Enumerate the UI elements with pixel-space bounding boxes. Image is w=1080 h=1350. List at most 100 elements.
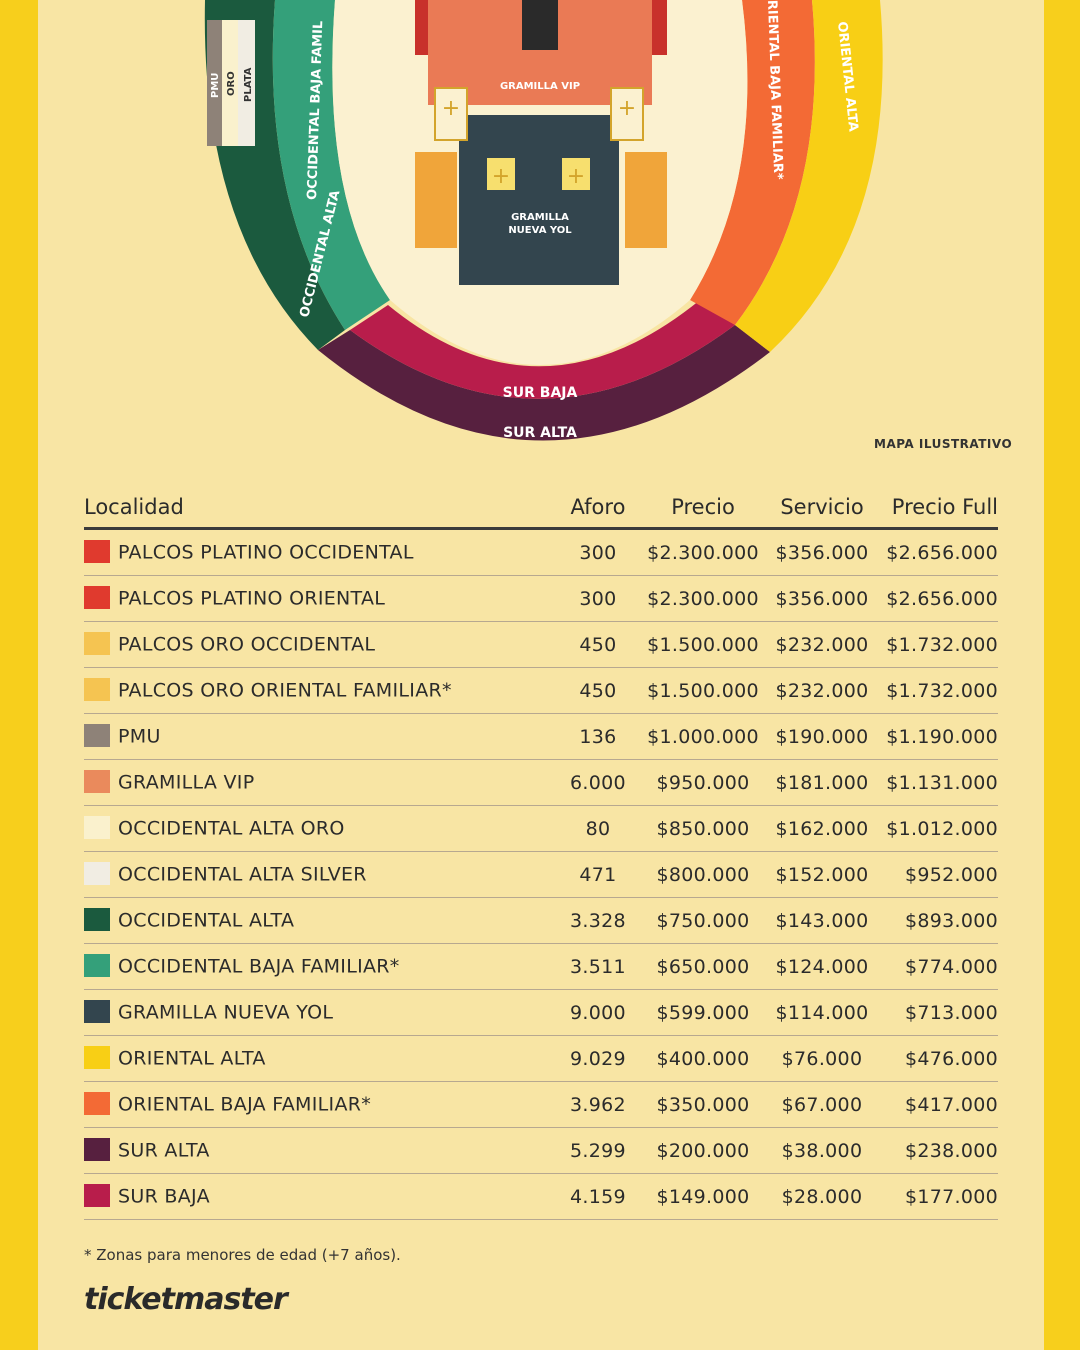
localidad-name: GRAMILLA NUEVA YOL	[118, 1001, 334, 1024]
cell-localidad: GRAMILLA VIP	[84, 759, 564, 806]
localidad-name: OCCIDENTAL ALTA	[118, 909, 295, 932]
table-row: OCCIDENTAL ALTA ORO 80 $850.000 $162.000 $1.…	[84, 805, 998, 852]
cell-precio-full: $1.012.000	[870, 805, 998, 852]
price-table: Localidad Aforo Precio Servicio Precio F…	[84, 487, 998, 1220]
map-label-sur-baja: SUR BAJA	[503, 385, 578, 401]
color-swatch	[84, 586, 110, 609]
cell-precio-full: $1.732.000	[870, 667, 998, 714]
table-row: PALCOS ORO ORIENTAL FAMILIAR* 450 $1.500.0…	[84, 667, 998, 714]
cell-precio: $400.000	[632, 1035, 774, 1082]
cell-servicio: $38.000	[774, 1127, 870, 1174]
map-label-oro: ORO	[226, 71, 237, 96]
color-swatch	[84, 862, 110, 885]
cell-aforo: 300	[564, 575, 632, 622]
cell-precio: $200.000	[632, 1127, 774, 1174]
cell-aforo: 136	[564, 713, 632, 760]
table-header-row: Localidad Aforo Precio Servicio Precio F…	[84, 487, 998, 530]
cell-aforo: 5.299	[564, 1127, 632, 1174]
localidad-name: PMU	[118, 725, 161, 748]
table-row: GRAMILLA VIP 6.000 $950.000 $181.000 $1.131.…	[84, 759, 998, 806]
map-label-gramilla-line1: GRAMILLA	[511, 212, 569, 223]
map-section-gramilla-nueva-yol[interactable]	[459, 115, 619, 285]
cell-aforo: 80	[564, 805, 632, 852]
cell-localidad: OCCIDENTAL ALTA	[84, 897, 564, 944]
cell-precio-full: $2.656.000	[870, 528, 998, 576]
color-swatch	[84, 632, 110, 655]
cell-localidad: SUR ALTA	[84, 1127, 564, 1174]
color-swatch	[84, 1046, 110, 1069]
localidad-name: OCCIDENTAL ALTA SILVER	[118, 863, 367, 886]
cell-localidad: PALCOS PLATINO OCCIDENTAL	[84, 528, 564, 576]
cell-precio-full: $476.000	[870, 1035, 998, 1082]
cell-servicio: $67.000	[774, 1081, 870, 1128]
stadium-map: PMU ORO PLATA GRAMILLA VIP GRAMILLA NUEV…	[204, 0, 883, 441]
cell-servicio: $232.000	[774, 621, 870, 668]
cell-precio: $1.500.000	[632, 667, 774, 714]
localidad-name: OCCIDENTAL BAJA FAMILIAR*	[118, 955, 400, 978]
map-section-oriental-alta[interactable]	[735, 0, 883, 352]
cell-precio: $650.000	[632, 943, 774, 990]
cell-localidad: PALCOS PLATINO ORIENTAL	[84, 575, 564, 622]
cell-localidad: OCCIDENTAL BAJA FAMILIAR*	[84, 943, 564, 990]
map-illustrative-label: MAPA ILUSTRATIVO	[874, 437, 1013, 451]
map-plus-icons: + + + +	[434, 87, 644, 190]
ticketmaster-logo: ticketmaster	[84, 1282, 288, 1317]
cell-aforo: 4.159	[564, 1173, 632, 1220]
color-swatch	[84, 770, 110, 793]
cell-precio-full: $774.000	[870, 943, 998, 990]
cell-aforo: 3.328	[564, 897, 632, 944]
header-localidad: Localidad	[84, 487, 564, 530]
cell-precio: $149.000	[632, 1173, 774, 1220]
color-swatch	[84, 954, 110, 977]
map-section-plata[interactable]	[238, 20, 255, 146]
map-section-occidental-baja[interactable]	[272, 0, 390, 330]
svg-text:+: +	[567, 164, 585, 189]
cell-precio-full: $1.131.000	[870, 759, 998, 806]
map-label-gramilla-vip: GRAMILLA VIP	[500, 81, 580, 92]
cell-aforo: 9.000	[564, 989, 632, 1036]
cell-aforo: 3.511	[564, 943, 632, 990]
map-section-oro[interactable]	[222, 20, 238, 146]
cell-aforo: 9.029	[564, 1035, 632, 1082]
localidad-name: PALCOS PLATINO ORIENTAL	[118, 587, 386, 610]
map-label-oriental-baja: RIENTAL BAJA FAMILIAR*	[764, 0, 785, 180]
cell-servicio: $356.000	[774, 575, 870, 622]
localidad-name: GRAMILLA VIP	[118, 771, 255, 794]
svg-text:+: +	[492, 164, 510, 189]
map-section-pmu[interactable]	[207, 20, 222, 146]
color-swatch	[84, 540, 110, 563]
localidad-name: PALCOS ORO ORIENTAL FAMILIAR*	[118, 679, 452, 702]
svg-text:+: +	[442, 96, 460, 121]
color-swatch	[84, 1184, 110, 1207]
map-section-oriental-baja[interactable]	[690, 0, 815, 325]
cell-localidad: PALCOS ORO ORIENTAL FAMILIAR*	[84, 667, 564, 714]
table-row: OCCIDENTAL ALTA SILVER 471 $800.000 $152.00…	[84, 851, 998, 898]
table-row: OCCIDENTAL BAJA FAMILIAR* 3.511 $650.000 $1…	[84, 943, 998, 990]
color-swatch	[84, 1138, 110, 1161]
map-section-sur-baja[interactable]	[350, 300, 735, 399]
cell-precio: $750.000	[632, 897, 774, 944]
table-row: PALCOS PLATINO ORIENTAL 300 $2.300.000 $356…	[84, 575, 998, 622]
header-precio: Precio	[632, 487, 774, 530]
table-row: OCCIDENTAL ALTA 3.328 $750.000 $143.000 $893…	[84, 897, 998, 944]
cell-aforo: 6.000	[564, 759, 632, 806]
cell-precio: $850.000	[632, 805, 774, 852]
cell-aforo: 450	[564, 621, 632, 668]
cell-servicio: $190.000	[774, 713, 870, 760]
header-precio-full: Precio Full	[870, 487, 998, 530]
table-row: SUR BAJA 4.159 $149.000 $28.000 $177.000	[84, 1173, 998, 1220]
cell-precio: $2.300.000	[632, 528, 774, 576]
cell-aforo: 471	[564, 851, 632, 898]
table-row: GRAMILLA NUEVA YOL 9.000 $599.000 $114.000 $…	[84, 989, 998, 1036]
table-row: ORIENTAL ALTA 9.029 $400.000 $76.000 $476.00…	[84, 1035, 998, 1082]
cell-precio: $599.000	[632, 989, 774, 1036]
cell-servicio: $124.000	[774, 943, 870, 990]
table-row: PMU 136 $1.000.000 $190.000 $1.190.000	[84, 713, 998, 760]
cell-localidad: ORIENTAL ALTA	[84, 1035, 564, 1082]
map-section-sur-alta[interactable]	[318, 325, 770, 441]
cell-localidad: GRAMILLA NUEVA YOL	[84, 989, 564, 1036]
cell-aforo: 300	[564, 528, 632, 576]
cell-servicio: $162.000	[774, 805, 870, 852]
color-swatch	[84, 816, 110, 839]
cell-localidad: ORIENTAL BAJA FAMILIAR*	[84, 1081, 564, 1128]
